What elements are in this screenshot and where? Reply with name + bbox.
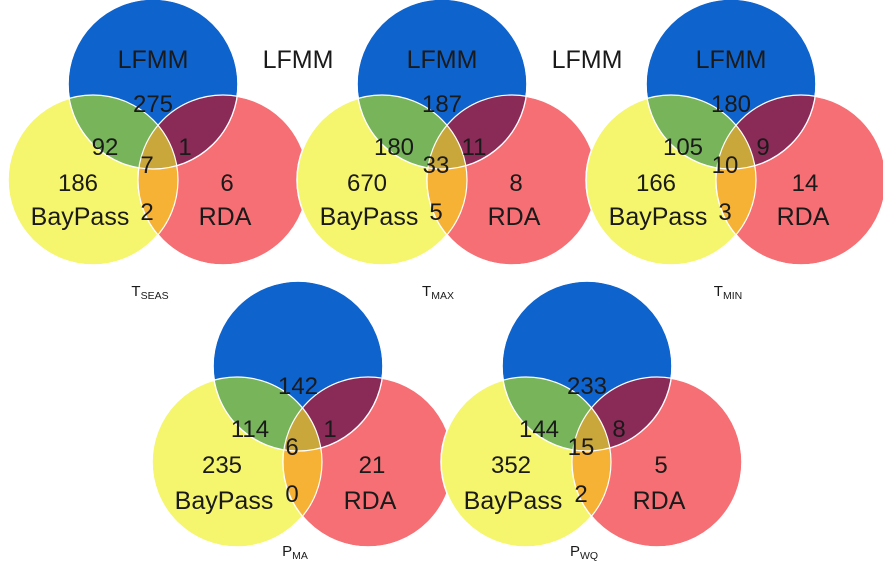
lfmm-baypass-count: 114 [231,416,269,443]
lfmm-baypass-overlap [68,95,178,169]
rda-label: RDA [633,487,686,515]
baypass-only-count: 670 [347,170,387,197]
diagram-caption: TSEAS [131,283,168,302]
circle-outline [296,94,468,266]
circle-outline [715,94,883,266]
circle-outline [585,94,757,266]
circle-outline [645,0,817,170]
lfmm-only-count: 275 [133,91,173,118]
baypass-label: BayPass [609,203,708,231]
circle-outline [571,376,743,548]
rda-label: RDA [488,203,541,231]
all-three-count: 15 [568,434,595,461]
lfmm-rda-overlap [427,95,527,169]
lfmm-rda-overlap [572,377,672,451]
lfmm-baypass-count: 144 [519,416,559,443]
lfmm-baypass-count: 105 [663,134,703,161]
lfmm-label: LFMM [696,46,767,74]
lfmm-rda-count: 1 [323,416,336,443]
diagram-caption: PWQ [570,543,598,562]
baypass-rda-count: 5 [429,199,442,226]
lfmm-label: LFMM [552,46,623,74]
caption-subscript: MA [292,550,308,562]
circle-outline [151,376,323,548]
lfmm-rda-count: 11 [462,134,487,161]
rda-label: RDA [199,203,252,231]
lfmm-baypass-overlap [213,377,322,451]
baypass-only-count: 235 [202,452,242,479]
baypass-only-count: 186 [58,170,98,197]
rda-only-count: 8 [509,170,522,197]
lfmm-rda-count: 8 [612,416,625,443]
venn-tmin: LFMM BayPass RDA 180 166 14 105 9 10 3 TMIN [585,0,883,302]
venn-tseas: LFMM BayPass RDA 275 186 6 92 17 2 TSEAS [7,0,309,302]
lfmm-rda-overlap [138,95,238,169]
lfmm-label: LFMM [118,46,189,74]
lfmm-only-count: 233 [567,373,607,400]
lfmm-rda-count: 9 [756,134,769,161]
baypass-rda-count: 3 [718,199,731,226]
rda-label: RDA [777,203,830,231]
baypass-label: BayPass [175,487,274,515]
lfmm-baypass-overlap [357,95,467,169]
baypass-rda-count: 2 [574,481,587,508]
lfmm-only-count: 180 [711,91,751,118]
rda-only-count: 6 [220,170,233,197]
caption-subscript: SEAS [141,290,169,302]
circle-outline [440,376,612,548]
lfmm-label: LFMM [263,46,334,74]
lfmm-baypass-count: 92 [92,134,119,161]
baypass-rda-count: 0 [285,481,298,508]
lfmm-rda-overlap [283,377,383,451]
caption-subscript: WQ [580,550,598,562]
baypass-only-count: 166 [636,170,676,197]
lfmm-baypass-overlap [646,95,756,169]
circle-outline [7,94,179,266]
lfmm-baypass-count: 180 [374,134,414,161]
caption-main: T [131,283,140,300]
baypass-rda-count: 2 [140,199,153,226]
circle-outline [212,280,384,452]
caption-main: T [714,283,723,300]
all-three-count: 7 [140,152,153,179]
lfmm-baypass-overlap [502,377,611,451]
baypass-label: BayPass [31,203,130,231]
baypass-label: BayPass [320,203,419,231]
lfmm-rda-count: 1 [178,134,191,161]
all-three-count: 10 [712,152,739,179]
lfmm-only-count: 187 [422,91,462,118]
venn-pwq: LFMM BayPass RDA 233 352 5 144 8 15 2 PWQ [440,46,743,562]
caption-main: P [570,543,580,560]
diagram-caption: TMIN [714,283,742,302]
caption-subscript: MIN [723,290,742,302]
venn-tmax: LFMM BayPass RDA 187 670 8 180 11 33 5 TMAX [296,0,598,302]
lfmm-label: LFMM [407,46,478,74]
all-three-count: 6 [285,434,298,461]
rda-only-count: 5 [654,452,667,479]
diagram-caption: TMAX [422,283,454,302]
baypass-label: BayPass [464,487,563,515]
circle-outline [356,0,528,170]
caption-main: P [282,543,292,560]
lfmm-only-count: 142 [278,373,318,400]
all-three-count: 33 [423,152,450,179]
circle-outline [67,0,239,170]
circle-outline [501,280,673,452]
caption-subscript: MAX [431,290,454,302]
diagram-caption: PMA [282,543,308,562]
caption-main: T [422,283,431,300]
lfmm-rda-overlap [716,95,816,169]
rda-only-count: 21 [359,452,386,479]
baypass-only-count: 352 [491,452,531,479]
rda-label: RDA [344,487,397,515]
rda-only-count: 14 [792,170,819,197]
